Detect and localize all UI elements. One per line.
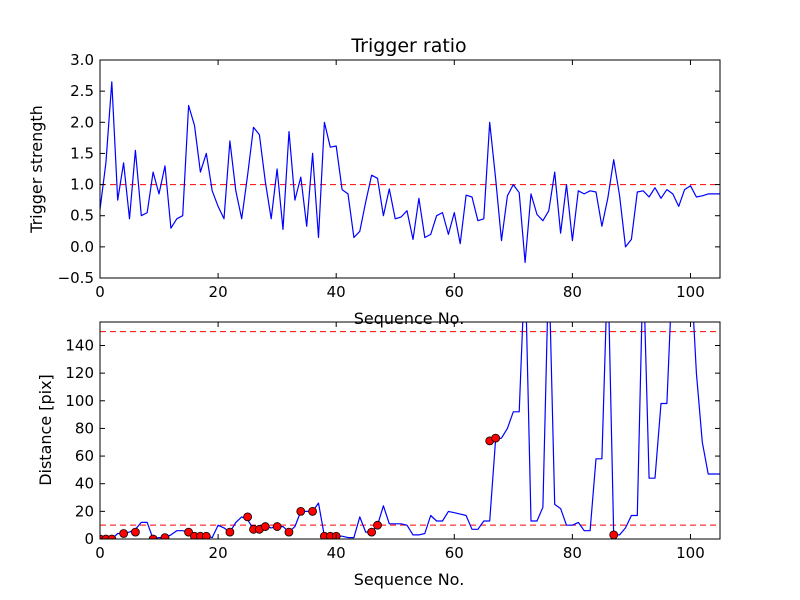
data-point xyxy=(491,433,501,443)
y-tick-label: 140 xyxy=(65,336,94,354)
y-tick-label: 0.0 xyxy=(70,238,94,256)
x-tick-label: 40 xyxy=(327,283,346,301)
data-point xyxy=(609,530,619,539)
x-tick-label: 40 xyxy=(327,544,346,562)
distance-chart: Sequence No. Distance [pix] 0 20 40 60 80 100… xyxy=(36,321,721,589)
x-axis-label: Sequence No. xyxy=(354,570,465,589)
x-tick-label: 80 xyxy=(563,283,582,301)
trigger-ratio-chart: Trigger ratio Sequence No. Trigger stren… xyxy=(27,35,721,328)
x-tick-label: 100 xyxy=(676,544,705,562)
series-line xyxy=(100,81,720,263)
data-point xyxy=(225,527,235,537)
data-point xyxy=(201,531,211,539)
data-point xyxy=(160,533,170,539)
x-tick-label: 20 xyxy=(209,283,228,301)
axes-frame xyxy=(99,321,721,540)
data-point xyxy=(296,506,306,516)
data-point xyxy=(373,520,382,530)
x-axis-label: Sequence No. xyxy=(354,309,465,328)
x-tick-label: 80 xyxy=(563,544,582,562)
data-point xyxy=(107,534,117,539)
data-point xyxy=(367,527,377,537)
y-tick-label: 20 xyxy=(75,502,94,520)
x-tick-label: 60 xyxy=(445,544,464,562)
y-axis-label: Trigger strength xyxy=(27,105,46,234)
x-tick-label: 0 xyxy=(95,283,105,301)
y-tick-label: 120 xyxy=(65,364,94,382)
data-point xyxy=(148,534,158,539)
data-point xyxy=(260,522,270,531)
plot-area xyxy=(100,322,720,539)
y-tick-label: 80 xyxy=(75,419,94,437)
y-axis-label: Distance [pix] xyxy=(36,374,55,486)
y-tick-label: 60 xyxy=(75,447,94,465)
y-tick-label: −0.5 xyxy=(58,269,94,287)
y-tick-label: 40 xyxy=(75,475,94,493)
plot-area xyxy=(100,81,720,263)
data-point xyxy=(119,529,129,538)
chart-title: Trigger ratio xyxy=(350,35,466,57)
y-tick-label: 1.5 xyxy=(70,144,94,162)
y-tick-label: 1.0 xyxy=(70,176,94,194)
data-point xyxy=(284,527,294,537)
y-tick-label: 2.0 xyxy=(70,113,94,131)
axes-frame xyxy=(99,59,721,279)
y-tick-label: 100 xyxy=(65,392,94,410)
data-point xyxy=(308,506,317,516)
x-tick-label: 100 xyxy=(676,283,705,301)
y-tick-label: 3.0 xyxy=(70,51,94,69)
x-tick-label: 0 xyxy=(95,544,105,562)
y-tick-label: 2.5 xyxy=(70,82,94,100)
x-tick-label: 60 xyxy=(445,283,464,301)
data-point xyxy=(131,527,140,537)
x-tick-label: 20 xyxy=(209,544,228,562)
data-point xyxy=(184,527,193,537)
y-tick-label: 0 xyxy=(84,530,94,548)
data-point xyxy=(243,512,253,522)
y-tick-label: 0.5 xyxy=(70,207,94,225)
data-point xyxy=(272,522,282,531)
